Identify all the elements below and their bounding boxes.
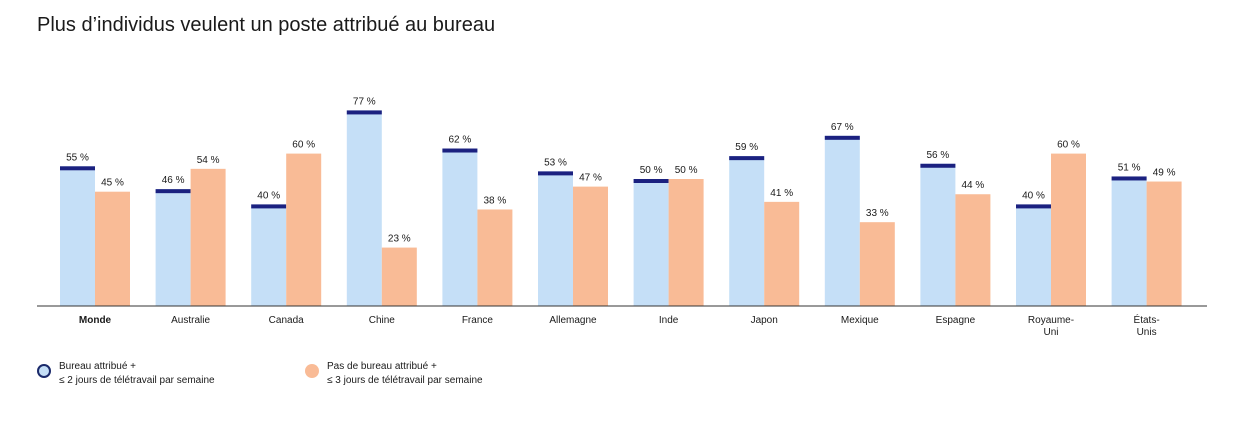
bar-no-assigned-desk	[286, 153, 322, 306]
legend-item-no-assigned-desk: Pas de bureau attribué + ≤ 3 jours de té…	[305, 360, 483, 388]
category-label: Mexique	[841, 315, 879, 326]
bar-cap-assigned-desk	[1016, 204, 1051, 209]
data-label: 47 %	[579, 173, 602, 184]
category-label: Espagne	[936, 315, 976, 326]
bar-cap-assigned-desk	[920, 163, 956, 168]
bar-no-assigned-desk	[1146, 181, 1182, 306]
bar-assigned-desk	[824, 135, 860, 306]
legend-label-line1: Pas de bureau attribué +	[327, 361, 437, 372]
bar-assigned-desk	[1016, 204, 1051, 306]
bar-no-assigned-desk	[1051, 153, 1086, 306]
data-label: 55 %	[66, 152, 89, 163]
bar-assigned-desk	[1111, 176, 1147, 306]
bar-assigned-desk	[729, 156, 765, 306]
bar-assigned-desk	[60, 166, 95, 306]
bar-no-assigned-desk	[668, 179, 704, 306]
data-label: 77 %	[353, 96, 376, 107]
category-label: Australie	[171, 315, 210, 326]
bar-cap-assigned-desk	[251, 204, 287, 209]
bar-no-assigned-desk	[477, 209, 513, 306]
data-label: 38 %	[484, 195, 507, 206]
category-label: Uni	[1043, 327, 1058, 338]
data-label: 41 %	[770, 188, 793, 199]
data-label: 60 %	[292, 140, 315, 151]
bar-assigned-desk	[538, 171, 573, 306]
bar-no-assigned-desk	[381, 247, 417, 306]
data-label: 67 %	[831, 122, 854, 133]
bar-no-assigned-desk	[764, 201, 800, 306]
data-label: 23 %	[388, 234, 411, 245]
bar-no-assigned-desk	[955, 194, 991, 306]
category-label: États-	[1134, 313, 1160, 326]
data-label: 51 %	[1118, 162, 1141, 173]
data-label: 45 %	[101, 178, 124, 189]
chart-title: Plus d’individus veulent un poste attrib…	[37, 14, 496, 36]
data-label: 60 %	[1057, 140, 1080, 151]
bar-no-assigned-desk	[95, 191, 130, 306]
data-label: 33 %	[866, 208, 889, 219]
data-label: 62 %	[449, 135, 472, 146]
bar-no-assigned-desk	[573, 186, 608, 306]
data-label: 44 %	[962, 180, 985, 191]
data-label: 56 %	[927, 150, 950, 161]
data-label: 50 %	[675, 165, 698, 176]
bar-no-assigned-desk	[190, 168, 226, 306]
bar-cap-assigned-desk	[442, 148, 478, 153]
legend-label-line2: ≤ 2 jours de télétravail par semaine	[59, 375, 215, 386]
legend-label-line2: ≤ 3 jours de télétravail par semaine	[327, 375, 483, 386]
bar-cap-assigned-desk	[633, 179, 669, 183]
bar-assigned-desk	[346, 110, 382, 306]
category-label: Unis	[1137, 327, 1157, 338]
data-label: 59 %	[735, 142, 758, 153]
data-label: 40 %	[257, 190, 280, 201]
legend-label-no-assigned-desk: Pas de bureau attribué + ≤ 3 jours de té…	[327, 360, 483, 388]
category-label: Inde	[659, 315, 679, 326]
bar-cap-assigned-desk	[346, 110, 382, 115]
bar-assigned-desk	[251, 204, 287, 306]
data-label: 46 %	[162, 175, 185, 186]
data-label: 53 %	[544, 157, 567, 168]
category-label: Allemagne	[549, 315, 597, 326]
bar-assigned-desk	[633, 179, 669, 306]
data-label: 54 %	[197, 155, 220, 166]
data-label: 50 %	[640, 165, 663, 176]
category-label: Monde	[79, 315, 112, 326]
bar-cap-assigned-desk	[155, 189, 191, 194]
category-label: France	[462, 315, 494, 326]
category-label: Chine	[369, 315, 396, 326]
bar-assigned-desk	[920, 163, 956, 306]
category-label: Royaume-	[1028, 315, 1074, 326]
bar-cap-assigned-desk	[1111, 176, 1147, 181]
bar-cap-assigned-desk	[824, 135, 860, 140]
legend-swatch-assigned-desk	[37, 364, 51, 378]
data-label: 40 %	[1022, 190, 1045, 201]
bar-cap-assigned-desk	[60, 166, 95, 171]
bar-assigned-desk	[155, 189, 191, 306]
bar-assigned-desk	[442, 148, 478, 306]
legend-label-assigned-desk: Bureau attribué + ≤ 2 jours de télétrava…	[59, 360, 215, 388]
category-label: Japon	[751, 315, 778, 326]
bar-no-assigned-desk	[859, 222, 895, 306]
legend-item-assigned-desk: Bureau attribué + ≤ 2 jours de télétrava…	[37, 360, 215, 388]
data-label: 49 %	[1153, 168, 1176, 179]
legend-label-line1: Bureau attribué +	[59, 361, 136, 372]
legend-swatch-no-assigned-desk	[305, 364, 319, 378]
bar-cap-assigned-desk	[729, 156, 765, 161]
category-label: Canada	[269, 315, 304, 326]
bar-cap-assigned-desk	[538, 171, 573, 176]
